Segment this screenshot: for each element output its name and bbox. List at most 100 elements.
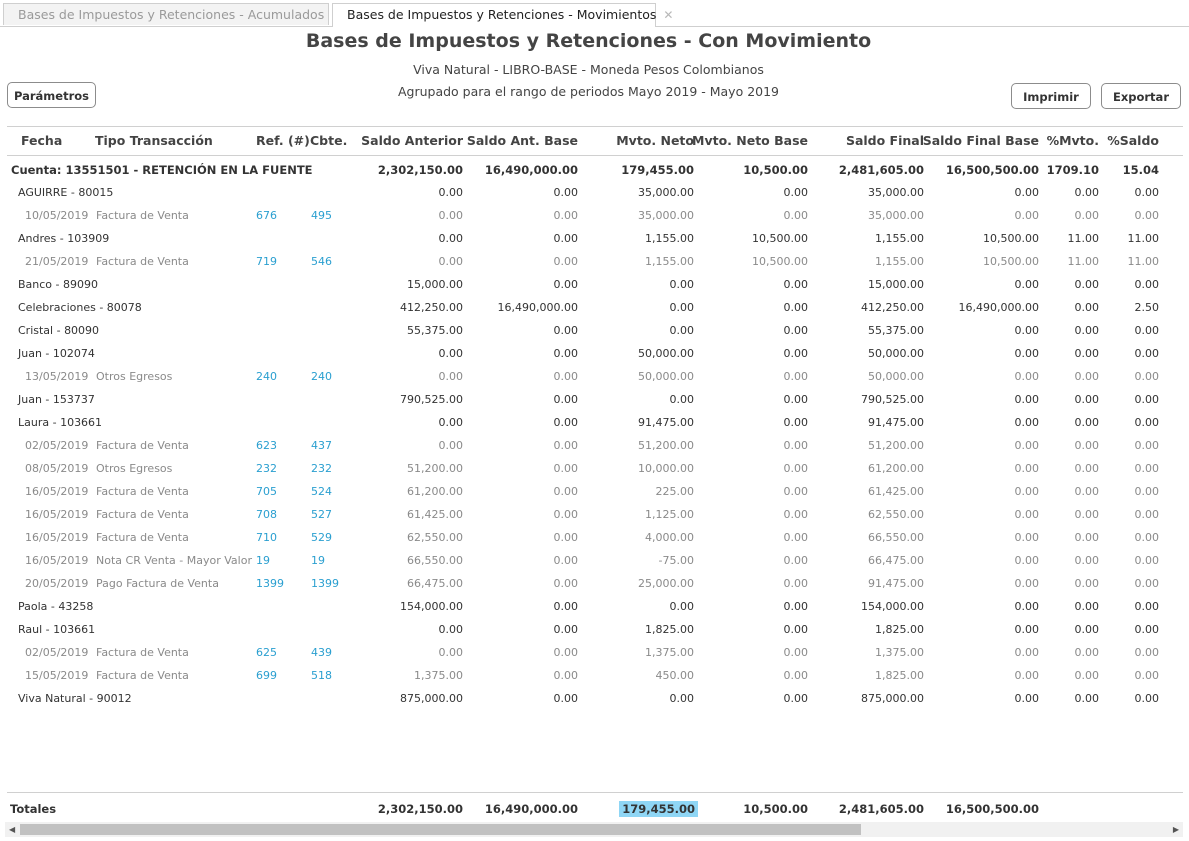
ref-link[interactable]: 625 [256,646,277,659]
tab-movimientos[interactable]: Bases de Impuestos y Retenciones - Movim… [332,3,673,27]
mvto-neto-base-cell: 0.00 [783,370,809,383]
saldo-ant-base-cell: 0.00 [553,531,579,544]
pct-saldo-cell: 0.00 [1134,485,1160,498]
mvto-neto-base-cell: 10,500.00 [752,255,808,268]
saldo-ant-base-cell: 0.00 [553,554,579,567]
third-party-label: Andres - 103909 [18,232,110,245]
column-header-cbte[interactable]: Cbte. [310,133,348,148]
saldo-final-base-cell: 16,500,500.00 [945,163,1039,177]
mvto-neto-base-cell: 0.00 [783,278,809,291]
cbte-link[interactable]: 232 [311,462,332,475]
mvto-neto-cell: 0.00 [669,692,695,705]
cbte-link[interactable]: 527 [311,508,332,521]
column-header-saldo-final-base[interactable]: Saldo Final Base [922,133,1039,148]
close-icon[interactable]: ✕ [663,8,674,22]
column-header-saldo-anterior[interactable]: Saldo Anterior [361,133,463,148]
pct-mvto-cell: 0.00 [1074,439,1100,452]
cbte-link[interactable]: 437 [311,439,332,452]
totals-divider [7,792,1183,793]
column-header-pct-saldo[interactable]: %Saldo [1107,133,1159,148]
ref-link[interactable]: 705 [256,485,277,498]
pct-mvto-cell: 0.00 [1074,186,1100,199]
cbte-link[interactable]: 518 [311,669,332,682]
column-header-pct-mvto[interactable]: %Mvto. [1046,133,1099,148]
date-cell: 13/05/2019 [25,370,89,383]
mvto-neto-base-cell: 0.00 [783,485,809,498]
cbte-link[interactable]: 495 [311,209,332,222]
column-header-tipo-transaccion[interactable]: Tipo Transacción [95,133,213,148]
pct-saldo-cell: 0.00 [1134,347,1160,360]
scroll-left-icon[interactable]: ◀ [9,825,16,834]
saldo-anterior-cell: 0.00 [438,623,464,636]
export-button[interactable]: Exportar [1101,83,1181,109]
cbte-link[interactable]: 529 [311,531,332,544]
pct-mvto-cell: 0.00 [1074,278,1100,291]
pct-saldo-cell: 15.04 [1122,163,1159,177]
saldo-final-cell: 50,000.00 [868,370,924,383]
column-header-saldo-final[interactable]: Saldo Final [845,133,924,148]
cbte-link[interactable]: 240 [311,370,332,383]
header-top-divider [7,126,1183,127]
third-party-label: Laura - 103661 [18,416,103,429]
pct-saldo-cell: 0.00 [1134,577,1160,590]
scrollbar-thumb[interactable] [20,824,861,835]
column-header-mvto-neto[interactable]: Mvto. Neto [616,133,694,148]
column-header-fecha[interactable]: Fecha [21,133,63,148]
ref-link[interactable]: 719 [256,255,277,268]
saldo-final-cell: 1,375.00 [875,646,924,659]
saldo-final-base-cell: 0.00 [1014,508,1040,521]
column-header-saldo-ant-base[interactable]: Saldo Ant. Base [466,133,578,148]
cbte-link[interactable]: 524 [311,485,332,498]
parameters-button[interactable]: Parámetros [7,82,96,108]
cbte-link[interactable]: 439 [311,646,332,659]
saldo-final-base-total: 16,500,500.00 [946,802,1039,816]
pct-saldo-cell: 0.00 [1134,416,1160,429]
saldo-final-cell: 50,000.00 [868,347,924,360]
saldo-final-cell: 35,000.00 [868,186,924,199]
cbte-link[interactable]: 546 [311,255,332,268]
tab-acumulados[interactable]: Bases de Impuestos y Retenciones - Acumu… [3,3,341,25]
cbte-link[interactable]: 19 [311,554,325,567]
ref-link[interactable]: 708 [256,508,277,521]
ref-link[interactable]: 240 [256,370,277,383]
date-cell: 10/05/2019 [25,209,89,222]
saldo-final-cell: 154,000.00 [861,600,924,613]
saldo-anterior-cell: 0.00 [438,347,464,360]
ref-link[interactable]: 623 [256,439,277,452]
saldo-anterior-cell: 0.00 [438,232,464,245]
total-value: 10,500.00 [743,802,808,816]
date-cell: 16/05/2019 [25,531,89,544]
horizontal-scrollbar[interactable]: ◀ ▶ [5,822,1183,837]
pct-saldo-cell: 0.00 [1134,439,1160,452]
mvto-neto-base-cell: 0.00 [783,577,809,590]
highlighted-total-value[interactable]: 179,455.00 [619,801,698,817]
transaction-type-cell: Pago Factura de Venta [96,577,219,590]
saldo-final-cell: 91,475.00 [868,577,924,590]
saldo-ant-base-cell: 0.00 [553,347,579,360]
mvto-neto-cell: 10,000.00 [638,462,694,475]
ref-link[interactable]: 1399 [256,577,284,590]
saldo-final-base-cell: 0.00 [1014,554,1040,567]
column-header-mvto-neto-base[interactable]: Mvto. Neto Base [692,133,808,148]
header-bottom-divider [7,155,1183,156]
saldo-final-cell: 66,550.00 [868,531,924,544]
column-header-ref[interactable]: Ref. (#) [256,133,310,148]
scroll-right-icon[interactable]: ▶ [1172,825,1179,834]
cbte-link[interactable]: 1399 [311,577,339,590]
saldo-final-base-cell: 0.00 [1014,324,1040,337]
ref-link[interactable]: 676 [256,209,277,222]
print-button[interactable]: Imprimir [1011,83,1091,109]
saldo-ant-base-cell: 0.00 [553,462,579,475]
saldo-final-base-cell: 0.00 [1014,393,1040,406]
pct-mvto-cell: 0.00 [1074,531,1100,544]
ref-link[interactable]: 232 [256,462,277,475]
ref-link[interactable]: 710 [256,531,277,544]
saldo-final-base-cell: 0.00 [1014,531,1040,544]
saldo-ant-base-cell: 0.00 [553,278,579,291]
mvto-neto-cell: 35,000.00 [638,209,694,222]
saldo-final-base-cell: 0.00 [1014,462,1040,475]
ref-link[interactable]: 699 [256,669,277,682]
mvto-neto-base-total: 10,500.00 [743,802,808,816]
ref-link[interactable]: 19 [256,554,270,567]
pct-mvto-cell: 0.00 [1074,577,1100,590]
